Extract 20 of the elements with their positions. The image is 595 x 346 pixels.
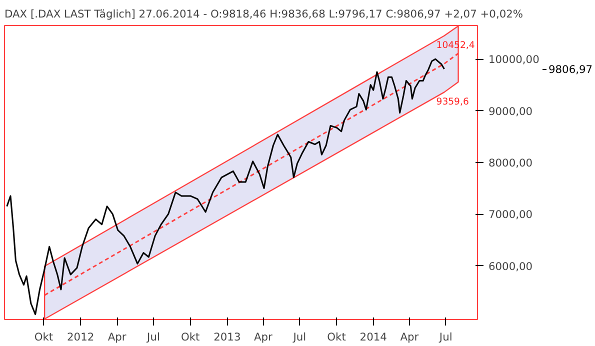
x-tick-label: Apr: [108, 330, 127, 344]
annotation: 9359,6: [436, 96, 469, 108]
x-tick-label: 2014: [360, 330, 388, 344]
chart-title: DAX [.DAX LAST Täglich] 27.06.2014 - O:9818,46 H:9836,68 L:9796,17 C:9806,97 +2,07 +0,02%: [4, 8, 524, 20]
x-tick-label: Jul: [146, 330, 160, 344]
x-tick-label: Okt: [34, 330, 54, 344]
x-tick-label: Jul: [292, 330, 306, 344]
y-tick-label: 9000,00: [488, 104, 533, 118]
y-tick-label: 6000,00: [488, 260, 533, 273]
y-tick-label: 7000,00: [488, 208, 533, 222]
y-tick-label: 10000,00: [488, 53, 540, 66]
x-tick-label: Jul: [438, 330, 452, 344]
x-tick-label: Okt: [180, 330, 200, 344]
x-tick-label: 2012: [67, 330, 94, 344]
x-tick-label: Apr: [400, 330, 420, 344]
text: 9806,97: [548, 63, 593, 76]
y-tick-label: 8000,00: [488, 156, 533, 170]
x-tick-label: Okt: [327, 330, 346, 344]
x-tick-label: Apr: [254, 330, 274, 344]
x-tick-label: 2013: [214, 330, 241, 344]
